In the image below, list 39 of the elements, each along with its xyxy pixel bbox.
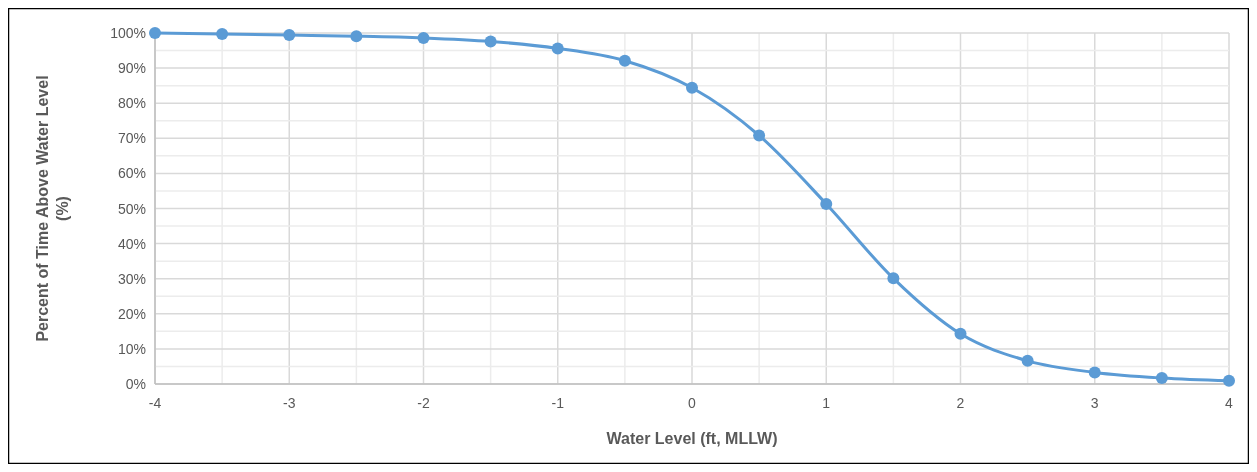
point xyxy=(417,31,430,44)
x-tick-label: -2 xyxy=(417,395,430,411)
point xyxy=(1021,354,1034,367)
y-tick-label: 100% xyxy=(110,25,146,41)
point xyxy=(1223,374,1235,387)
y-tick-label: 70% xyxy=(117,130,146,147)
point xyxy=(551,42,564,55)
point xyxy=(149,27,161,39)
x-tick-label: 3 xyxy=(1090,395,1099,411)
y-tick-label: 80% xyxy=(117,95,146,112)
point xyxy=(954,327,967,340)
x-tick-label: 2 xyxy=(956,395,965,411)
point xyxy=(887,272,900,285)
y-tick-label: 90% xyxy=(117,60,146,77)
point xyxy=(686,81,698,94)
point xyxy=(618,54,631,67)
x-tick-label: 4 xyxy=(1225,395,1234,411)
x-tick-label: -1 xyxy=(551,395,565,411)
x-tick-label: -4 xyxy=(148,395,162,411)
point xyxy=(1088,366,1101,379)
point xyxy=(484,35,497,48)
point xyxy=(216,28,229,41)
point xyxy=(1155,372,1168,385)
y-tick-label: 50% xyxy=(117,200,146,217)
x-axis-title: Water Level (ft, MLLW) xyxy=(606,430,778,447)
point xyxy=(350,30,363,43)
x-tick-label: -3 xyxy=(283,395,296,411)
y-tick-label: 40% xyxy=(117,235,146,252)
point xyxy=(283,29,296,42)
x-tick-label: 0 xyxy=(688,395,697,411)
y-tick-label: 30% xyxy=(117,270,146,287)
point xyxy=(820,197,833,210)
y-tick-label: 10% xyxy=(117,340,146,357)
y-tick-label: 20% xyxy=(117,305,146,322)
y-tick-label: 0% xyxy=(125,376,146,392)
y-axis-title: Percent of Time Above Water Level (%) xyxy=(34,75,71,342)
x-tick-label: 1 xyxy=(822,395,831,411)
point xyxy=(753,129,766,142)
y-tick-label: 60% xyxy=(117,165,146,182)
